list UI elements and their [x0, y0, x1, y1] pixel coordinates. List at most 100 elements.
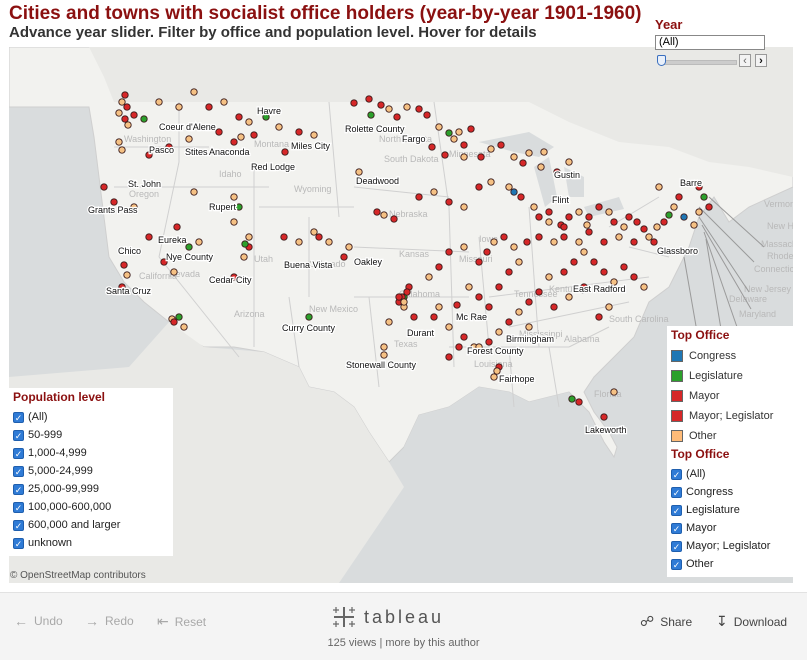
- city-marker[interactable]: [510, 153, 518, 161]
- city-marker[interactable]: [560, 233, 568, 241]
- city-marker[interactable]: [570, 258, 578, 266]
- city-marker[interactable]: [500, 233, 508, 241]
- year-slider-thumb[interactable]: [657, 55, 666, 66]
- city-marker[interactable]: [170, 268, 178, 276]
- checkbox-checked-icon[interactable]: ✓: [671, 558, 682, 570]
- next-year-button[interactable]: ›: [755, 54, 767, 67]
- map-attribution[interactable]: © OpenStreetMap contributors: [10, 570, 146, 581]
- city-marker[interactable]: [190, 88, 198, 96]
- city-marker[interactable]: [403, 103, 411, 111]
- city-marker[interactable]: [525, 149, 533, 157]
- city-marker[interactable]: [633, 218, 641, 226]
- city-marker[interactable]: [600, 268, 608, 276]
- city-marker[interactable]: [515, 308, 523, 316]
- city-marker[interactable]: [615, 233, 623, 241]
- city-marker[interactable]: [235, 113, 243, 121]
- city-marker[interactable]: [455, 128, 463, 136]
- city-marker[interactable]: [630, 273, 638, 281]
- city-marker[interactable]: [445, 129, 453, 137]
- city-marker[interactable]: [690, 221, 698, 229]
- city-marker[interactable]: [145, 151, 153, 159]
- city-marker[interactable]: [445, 248, 453, 256]
- city-marker[interactable]: [575, 208, 583, 216]
- city-marker[interactable]: [575, 398, 583, 406]
- city-marker[interactable]: [550, 238, 558, 246]
- city-marker[interactable]: [190, 188, 198, 196]
- city-marker[interactable]: [230, 193, 238, 201]
- city-markers[interactable]: [100, 88, 713, 421]
- city-marker[interactable]: [695, 183, 703, 191]
- city-marker[interactable]: [580, 248, 588, 256]
- city-marker[interactable]: [395, 293, 403, 301]
- city-marker[interactable]: [460, 153, 468, 161]
- checkbox-checked-icon[interactable]: ✓: [13, 447, 24, 459]
- city-marker[interactable]: [295, 238, 303, 246]
- city-marker[interactable]: [625, 213, 633, 221]
- city-marker[interactable]: [487, 178, 495, 186]
- city-marker[interactable]: [610, 218, 618, 226]
- office-filter-option[interactable]: ✓ (All): [671, 465, 789, 483]
- city-marker[interactable]: [173, 223, 181, 231]
- city-marker[interactable]: [445, 353, 453, 361]
- city-marker[interactable]: [240, 253, 248, 261]
- city-marker[interactable]: [583, 221, 591, 229]
- legend-item[interactable]: Mayor: [671, 386, 789, 406]
- city-marker[interactable]: [653, 223, 661, 231]
- reset-button[interactable]: ⇤ Reset: [157, 613, 206, 630]
- office-filter-option[interactable]: ✓ Congress: [671, 483, 789, 501]
- city-marker[interactable]: [380, 343, 388, 351]
- checkbox-checked-icon[interactable]: ✓: [13, 483, 24, 495]
- city-marker[interactable]: [310, 228, 318, 236]
- city-marker[interactable]: [505, 318, 513, 326]
- city-marker[interactable]: [605, 303, 613, 311]
- city-marker[interactable]: [245, 233, 253, 241]
- city-marker[interactable]: [525, 323, 533, 331]
- city-marker[interactable]: [390, 215, 398, 223]
- city-marker[interactable]: [645, 233, 653, 241]
- city-marker[interactable]: [535, 233, 543, 241]
- city-marker[interactable]: [493, 367, 501, 375]
- year-dropdown[interactable]: (All): [655, 35, 765, 50]
- city-marker[interactable]: [680, 213, 688, 221]
- city-marker[interactable]: [121, 115, 129, 123]
- city-marker[interactable]: [262, 113, 270, 121]
- city-marker[interactable]: [640, 283, 648, 291]
- city-marker[interactable]: [140, 115, 148, 123]
- city-marker[interactable]: [377, 101, 385, 109]
- city-marker[interactable]: [510, 243, 518, 251]
- download-button[interactable]: ↧ Download: [716, 613, 787, 630]
- city-marker[interactable]: [585, 228, 593, 236]
- city-marker[interactable]: [530, 203, 538, 211]
- city-marker[interactable]: [505, 183, 513, 191]
- city-marker[interactable]: [120, 261, 128, 269]
- population-filter-option[interactable]: ✓ 1,000-4,999: [13, 444, 169, 462]
- city-marker[interactable]: [517, 193, 525, 201]
- city-marker[interactable]: [568, 395, 576, 403]
- city-marker[interactable]: [620, 263, 628, 271]
- city-marker[interactable]: [403, 288, 411, 296]
- city-marker[interactable]: [380, 351, 388, 359]
- legend-item[interactable]: Other: [671, 426, 789, 446]
- office-filter-option[interactable]: ✓ Mayor: [671, 519, 789, 537]
- city-marker[interactable]: [460, 243, 468, 251]
- city-marker[interactable]: [250, 131, 258, 139]
- city-marker[interactable]: [575, 238, 583, 246]
- city-marker[interactable]: [435, 303, 443, 311]
- city-marker[interactable]: [660, 218, 668, 226]
- city-marker[interactable]: [180, 323, 188, 331]
- city-marker[interactable]: [537, 163, 545, 171]
- city-marker[interactable]: [515, 258, 523, 266]
- city-marker[interactable]: [640, 225, 648, 233]
- city-marker[interactable]: [523, 238, 531, 246]
- city-marker[interactable]: [467, 125, 475, 133]
- city-marker[interactable]: [130, 111, 138, 119]
- city-marker[interactable]: [281, 148, 289, 156]
- redo-button[interactable]: → Redo: [85, 613, 134, 629]
- city-marker[interactable]: [580, 283, 588, 291]
- population-filter-option[interactable]: ✓ 25,000-99,999: [13, 480, 169, 498]
- city-marker[interactable]: [220, 98, 228, 106]
- city-marker[interactable]: [483, 248, 491, 256]
- city-marker[interactable]: [415, 193, 423, 201]
- checkbox-checked-icon[interactable]: ✓: [13, 411, 24, 423]
- year-slider[interactable]: ‹ ›: [655, 53, 769, 69]
